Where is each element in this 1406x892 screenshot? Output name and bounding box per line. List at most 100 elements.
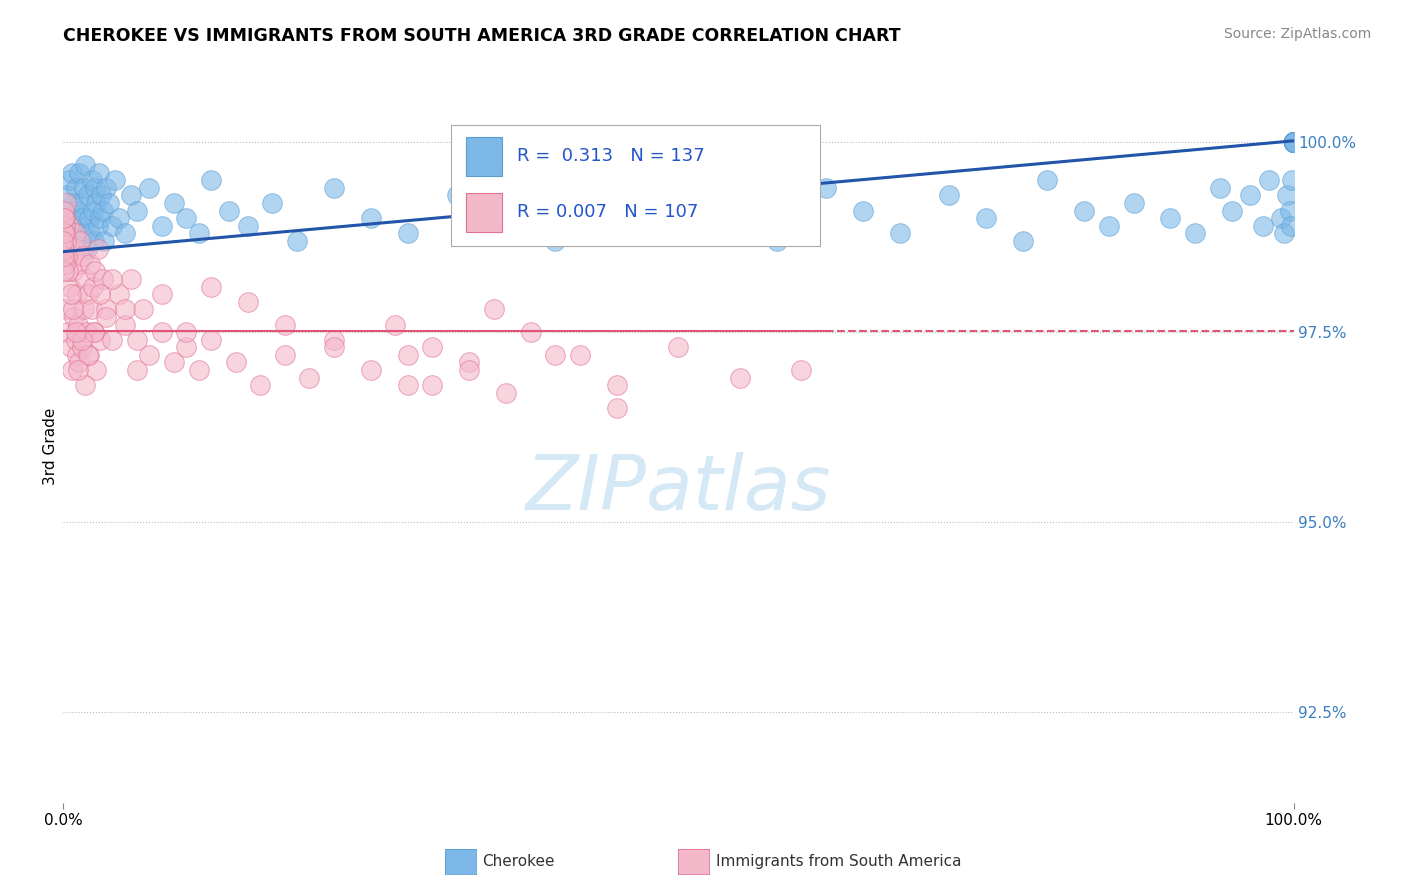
Point	[765, 234, 787, 248]
Point	[83, 325, 105, 339]
Point	[53, 257, 76, 271]
Point	[53, 211, 76, 226]
Point	[323, 333, 346, 347]
Point	[89, 333, 111, 347]
Point	[101, 272, 124, 286]
Point	[67, 363, 90, 377]
Point	[1282, 136, 1305, 150]
Point	[174, 325, 197, 339]
Point	[1282, 136, 1305, 150]
Point	[1282, 136, 1305, 150]
Point	[114, 318, 136, 332]
Point	[56, 264, 79, 278]
Point	[1282, 136, 1305, 150]
Point	[163, 196, 186, 211]
Point	[127, 363, 148, 377]
Point	[59, 340, 82, 354]
Point	[1036, 173, 1059, 187]
Point	[1282, 136, 1305, 150]
Point	[69, 234, 91, 248]
Point	[1282, 136, 1305, 150]
Point	[1282, 136, 1305, 150]
Point	[127, 333, 148, 347]
Point	[1282, 136, 1305, 150]
Point	[422, 378, 444, 392]
Point	[93, 234, 115, 248]
Point	[75, 158, 97, 172]
Point	[495, 385, 517, 400]
Point	[728, 196, 751, 211]
Point	[1282, 136, 1305, 150]
Point	[59, 211, 82, 226]
Point	[67, 355, 90, 369]
Point	[889, 227, 911, 241]
Point	[84, 181, 107, 195]
Point	[1282, 136, 1305, 150]
Point	[53, 227, 76, 241]
Point	[89, 287, 111, 301]
Point	[1282, 136, 1305, 150]
Point	[1270, 211, 1292, 226]
Point	[76, 188, 98, 202]
Text: Source: ZipAtlas.com: Source: ZipAtlas.com	[1223, 27, 1371, 41]
Point	[79, 227, 101, 241]
Point	[1159, 211, 1181, 226]
Point	[422, 340, 444, 354]
Point	[1098, 219, 1121, 233]
Text: R = 0.007   N = 107: R = 0.007 N = 107	[517, 203, 699, 221]
Point	[1239, 188, 1261, 202]
Point	[1282, 136, 1305, 150]
Point	[1220, 203, 1243, 218]
Point	[446, 188, 468, 202]
Point	[298, 370, 321, 384]
Point	[83, 234, 105, 248]
Point	[285, 234, 308, 248]
Point	[70, 340, 93, 354]
Point	[114, 302, 136, 317]
Point	[132, 302, 155, 317]
Point	[56, 188, 79, 202]
Point	[1282, 136, 1305, 150]
Point	[396, 378, 419, 392]
Point	[1282, 136, 1305, 150]
FancyBboxPatch shape	[465, 193, 502, 232]
Point	[1282, 136, 1305, 150]
Point	[70, 333, 93, 347]
Point	[1282, 136, 1305, 150]
Point	[53, 203, 76, 218]
Point	[200, 333, 222, 347]
Point	[1282, 136, 1305, 150]
Point	[63, 310, 86, 324]
Text: ZIPatlas: ZIPatlas	[526, 452, 831, 525]
Point	[53, 211, 76, 226]
Point	[1282, 136, 1305, 150]
Point	[1282, 136, 1305, 150]
Point	[1282, 136, 1305, 150]
Point	[97, 196, 120, 211]
Point	[218, 203, 240, 218]
Point	[360, 363, 382, 377]
Point	[458, 355, 481, 369]
Point	[52, 264, 75, 278]
Point	[52, 227, 75, 241]
Point	[1282, 136, 1305, 150]
Point	[1282, 136, 1305, 150]
Point	[1282, 136, 1305, 150]
Point	[1282, 136, 1305, 150]
Point	[83, 325, 105, 339]
Point	[1282, 136, 1305, 150]
Point	[187, 227, 209, 241]
Point	[60, 249, 83, 263]
Point	[1281, 173, 1303, 187]
Point	[104, 173, 127, 187]
Point	[1122, 196, 1144, 211]
Point	[815, 181, 838, 195]
Point	[65, 333, 87, 347]
Point	[1282, 136, 1305, 150]
Point	[606, 401, 628, 415]
Point	[96, 181, 118, 195]
Point	[1184, 227, 1206, 241]
Point	[1282, 136, 1305, 150]
Point	[62, 264, 84, 278]
Point	[62, 196, 84, 211]
